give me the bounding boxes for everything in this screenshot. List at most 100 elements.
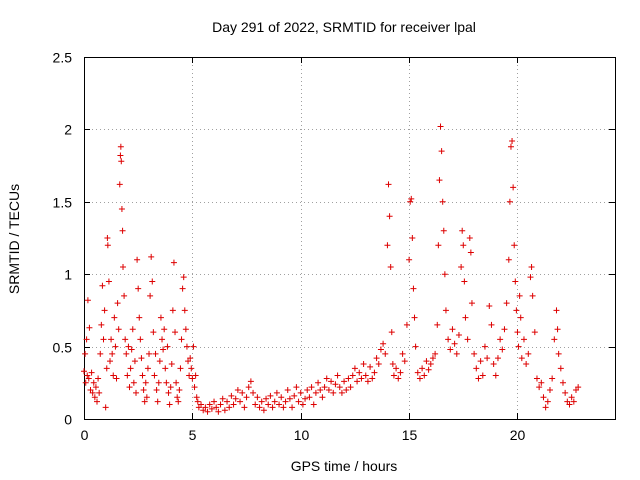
data-point [557,365,564,372]
data-point [217,401,224,408]
data-point [432,350,439,357]
data-point [389,360,396,367]
data-point [527,274,534,281]
data-point [96,389,103,396]
data-point [116,181,123,188]
data-point [206,401,213,408]
x-tick-label: 15 [402,427,418,443]
data-point [228,392,235,399]
data-point [461,278,468,285]
data-point [139,372,146,379]
data-point [513,307,520,314]
data-point [182,326,189,333]
data-point [250,389,257,396]
x-tick-label: 20 [510,427,526,443]
data-point [507,143,514,150]
data-point [163,379,170,386]
data-point [490,360,497,367]
x-tick-label: 5 [189,427,197,443]
data-point [260,407,267,414]
data-point [477,358,484,365]
data-point [377,346,384,353]
data-point [215,408,222,415]
data-point [409,235,416,241]
data-point [164,343,171,350]
data-point [459,227,466,234]
data-point [245,384,252,391]
data-point [278,394,285,401]
data-point [421,372,428,379]
data-point [119,227,126,234]
data-point [144,365,151,372]
data-point [442,307,449,314]
data-point [429,355,436,362]
data-point [131,358,138,365]
data-point [520,336,527,343]
data-point [84,372,91,379]
data-point [174,394,181,401]
data-point [232,395,239,402]
data-point [254,394,261,401]
data-points [81,123,582,415]
data-point [256,404,263,411]
data-point [129,326,136,333]
data-point [154,398,161,405]
data-point [406,256,413,263]
data-point [551,336,558,343]
data-point [177,365,184,372]
x-axis-label: GPS time / hours [291,458,398,474]
data-point [175,398,182,405]
x-tick-label: 0 [81,427,89,443]
data-point [440,227,447,234]
data-point [165,389,172,396]
data-point [110,372,117,379]
data-point [525,350,532,357]
data-point [423,358,430,365]
data-point [211,398,218,405]
data-point [349,372,356,379]
data-point [332,381,339,388]
chart-title: Day 291 of 2022, SRMTID for receiver lpa… [212,19,476,35]
data-point [142,379,149,386]
data-point [427,360,434,367]
data-point [506,198,513,205]
data-point [122,336,129,343]
data-point [568,394,575,401]
plot-frame [84,57,616,420]
data-point [481,343,488,350]
data-point [387,263,394,270]
data-point [540,394,547,401]
data-point [360,360,367,367]
data-point [151,372,158,379]
data-point [538,379,545,386]
data-point [89,389,96,396]
data-point [271,398,278,405]
data-point [412,343,419,350]
data-point [410,285,417,292]
data-point [553,307,560,314]
data-point [516,292,523,299]
data-point [170,259,177,266]
data-point [364,378,371,385]
data-point [445,336,452,343]
data-point [367,363,374,370]
data-point [130,379,137,386]
data-point [312,389,319,396]
data-point [194,398,201,405]
data-point [105,278,112,285]
data-point [104,235,111,241]
data-point [439,198,446,205]
data-point [356,369,363,376]
data-point [328,378,335,385]
data-point [198,401,205,408]
data-point [95,375,102,382]
data-point [505,256,512,263]
data-point [247,378,254,385]
data-point [511,242,518,249]
data-point [529,292,536,299]
data-point [528,263,535,270]
data-point [265,401,272,408]
data-point [263,395,270,402]
data-point [190,343,197,350]
